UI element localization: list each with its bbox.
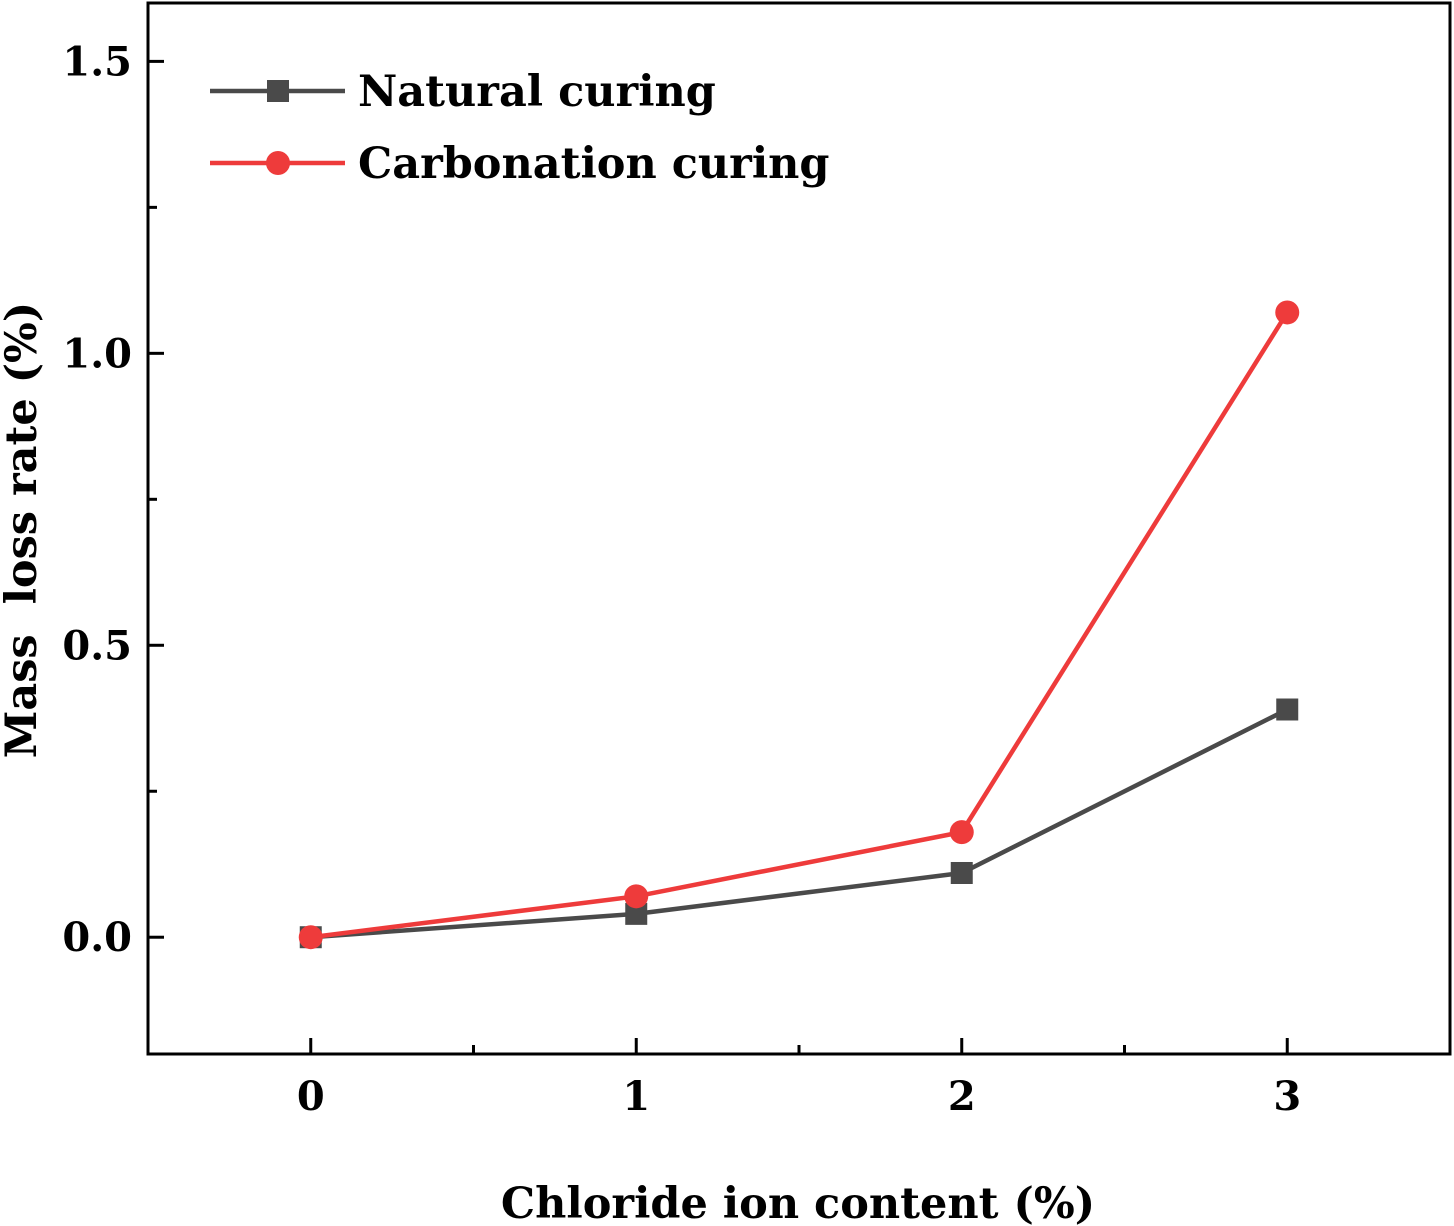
x-tick-label: 2 [948,1073,976,1120]
series-line-2 [310,311,1290,940]
series-2-point [949,820,974,845]
legend: Natural curing Carbonation curing [210,67,830,189]
x-tick-label: 0 [297,1073,325,1120]
x-tick-label: 3 [1273,1073,1301,1120]
legend-label-2: Carbonation curing [358,139,830,189]
x-tick-label: 1 [622,1073,650,1120]
series-2-point [624,884,649,909]
y-tick-label: 0.0 [62,914,132,961]
series-2-point [1275,300,1300,325]
legend-marker-1 [267,80,289,102]
plot-area [298,300,1300,950]
series-1-point [625,902,648,925]
series-1-point [950,861,973,884]
axes: 0.0 0.5 1.0 1.5 0 1 2 3 [62,1,1452,1120]
y-tick-label: 0.5 [62,622,132,669]
y-tick-label: 1.0 [62,330,132,377]
x-axis-title: Chloride ion content (%) [501,1179,1095,1226]
series-line-1 [310,707,1289,940]
y-axis-title: Mass loss rate (%) [0,302,47,758]
y-tick-label: 1.5 [62,38,132,85]
legend-marker-2 [266,151,290,175]
series-1-point [1276,698,1299,721]
legend-label-1: Natural curing [358,67,716,117]
series-2-point [298,925,323,950]
